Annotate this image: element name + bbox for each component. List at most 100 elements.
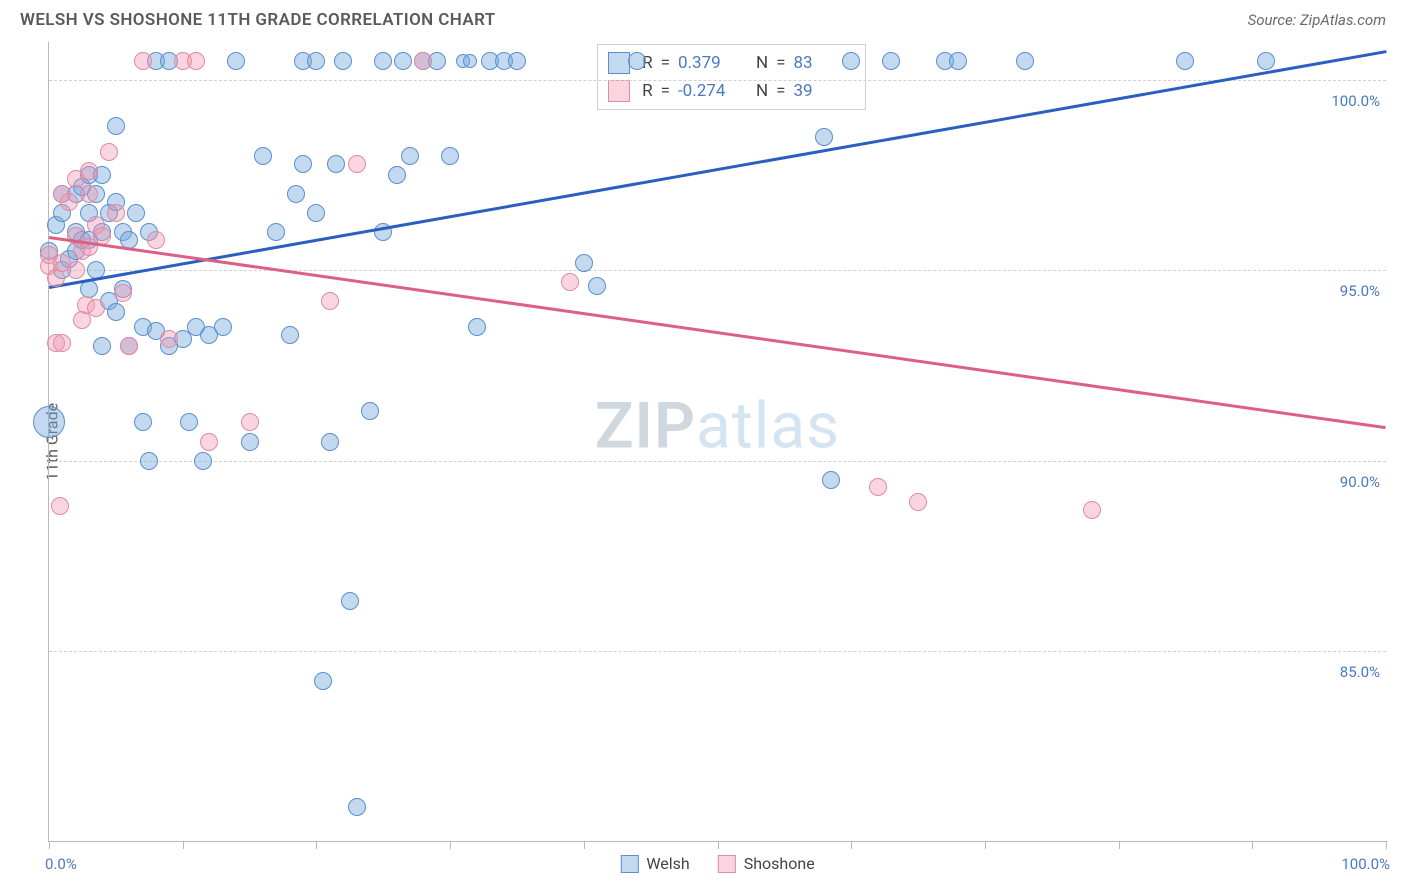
data-point	[321, 292, 339, 310]
x-tick	[584, 841, 585, 849]
y-tick-label: 85.0%	[1332, 663, 1380, 681]
stat-r-label: R	[642, 77, 652, 105]
legend-item: Welsh	[620, 854, 689, 873]
data-point	[51, 497, 69, 515]
series-legend: Welsh Shoshone	[620, 854, 814, 873]
data-point	[1176, 52, 1194, 70]
legend-swatch	[608, 80, 630, 102]
chart-header: WELSH VS SHOSHONE 11TH GRADE CORRELATION…	[0, 0, 1406, 36]
data-point	[267, 223, 285, 241]
stat-r-value: 0.379	[678, 49, 740, 77]
data-point	[294, 155, 312, 173]
data-point	[287, 185, 305, 203]
data-point	[87, 299, 105, 317]
legend-item: Shoshone	[718, 854, 815, 873]
data-point	[140, 452, 158, 470]
data-point	[107, 303, 125, 321]
watermark: ZIPatlas	[595, 388, 840, 463]
data-point	[33, 406, 65, 438]
data-point	[200, 433, 218, 451]
data-point	[628, 52, 646, 70]
data-point	[1257, 52, 1275, 70]
data-point	[241, 413, 259, 431]
x-tick	[718, 841, 719, 849]
data-point	[254, 147, 272, 165]
regression-line	[49, 236, 1386, 429]
data-point	[307, 52, 325, 70]
data-point	[93, 337, 111, 355]
data-point	[214, 318, 232, 336]
data-point	[815, 128, 833, 146]
data-point	[575, 254, 593, 272]
x-tick	[985, 841, 986, 849]
y-tick-label: 95.0%	[1332, 282, 1380, 300]
gridline	[49, 651, 1386, 652]
gridline	[49, 270, 1386, 271]
data-point	[869, 478, 887, 496]
stat-n-value: 39	[793, 77, 855, 105]
chart-title: WELSH VS SHOSHONE 11TH GRADE CORRELATION…	[20, 10, 496, 30]
x-tick	[1252, 841, 1253, 849]
x-tick	[1119, 841, 1120, 849]
chart-source: Source: ZipAtlas.com	[1248, 11, 1386, 29]
data-point	[53, 334, 71, 352]
data-point	[1016, 52, 1034, 70]
gridline	[49, 80, 1386, 81]
data-point	[394, 52, 412, 70]
stat-n-label: N	[756, 49, 768, 77]
data-point	[134, 52, 152, 70]
gridline	[49, 461, 1386, 462]
data-point	[127, 204, 145, 222]
data-point	[160, 330, 178, 348]
legend-label: Welsh	[646, 854, 689, 873]
data-point	[67, 261, 85, 279]
stat-r-value: -0.274	[678, 77, 740, 105]
data-point	[120, 337, 138, 355]
data-point	[327, 155, 345, 173]
data-point	[441, 147, 459, 165]
data-point	[80, 162, 98, 180]
x-tick	[316, 841, 317, 849]
data-point	[180, 413, 198, 431]
data-point	[134, 413, 152, 431]
data-point	[949, 52, 967, 70]
data-point	[107, 117, 125, 135]
legend-swatch	[620, 855, 638, 873]
data-point	[147, 231, 165, 249]
data-point	[107, 204, 125, 222]
data-point	[60, 193, 78, 211]
data-point	[307, 204, 325, 222]
data-point	[348, 798, 366, 816]
data-point	[822, 471, 840, 489]
data-point	[114, 284, 132, 302]
plot-surface: ZIPatlas R=0.379N=83R=-0.274N=39 WelshSh…	[48, 42, 1386, 842]
legend-swatch	[608, 52, 630, 74]
x-axis-max-label: 100.0%	[1341, 855, 1390, 873]
data-point	[321, 433, 339, 451]
data-point	[588, 277, 606, 295]
data-point	[187, 52, 205, 70]
data-point	[100, 143, 118, 161]
x-tick	[49, 841, 50, 849]
y-tick-label: 90.0%	[1332, 473, 1380, 491]
data-point	[314, 672, 332, 690]
data-point	[241, 433, 259, 451]
data-point	[361, 402, 379, 420]
data-point	[561, 273, 579, 291]
x-tick	[183, 841, 184, 849]
data-point	[882, 52, 900, 70]
data-point	[463, 54, 477, 68]
data-point	[468, 318, 486, 336]
data-point	[401, 147, 419, 165]
stat-n-label: N	[756, 77, 768, 105]
data-point	[334, 52, 352, 70]
data-point	[281, 326, 299, 344]
x-tick	[851, 841, 852, 849]
legend-label: Shoshone	[744, 854, 815, 873]
data-point	[80, 185, 98, 203]
legend-swatch	[718, 855, 736, 873]
x-tick	[450, 841, 451, 849]
data-point	[842, 52, 860, 70]
data-point	[227, 52, 245, 70]
data-point	[508, 52, 526, 70]
